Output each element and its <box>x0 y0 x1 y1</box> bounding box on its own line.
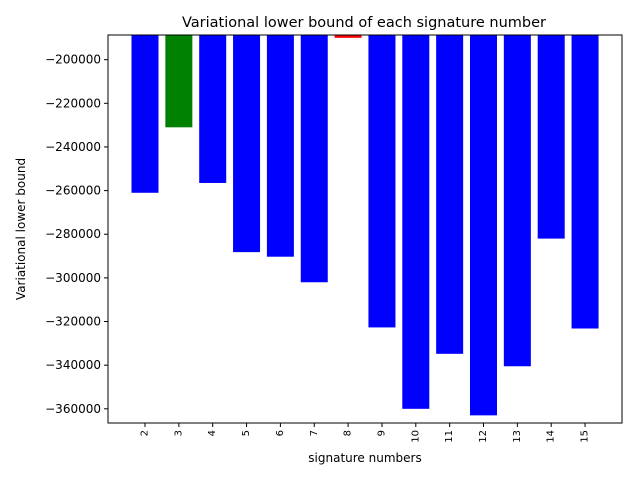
bar-3 <box>165 35 193 128</box>
x-axis: 2 3 4 5 6 7 8 9 10 11 12 13 14 15 <box>140 423 591 443</box>
bar-11 <box>436 35 464 354</box>
x-tick-label-11: 11 <box>444 430 455 443</box>
y-tick-label: −220000 <box>45 96 101 110</box>
bar-13 <box>503 35 531 367</box>
x-tick-label-7: 7 <box>309 430 320 436</box>
bar-4 <box>199 35 227 183</box>
bar-5 <box>233 35 261 253</box>
bar-2 <box>131 35 159 193</box>
x-tick-label-6: 6 <box>275 430 286 436</box>
x-tick-label-13: 13 <box>512 430 523 443</box>
y-axis: −200000 −220000 −240000 −260000 −280000 −3000… <box>45 53 108 416</box>
y-tick-label: −200000 <box>45 53 101 67</box>
x-tick-label-10: 10 <box>410 430 421 443</box>
y-tick-label: −360000 <box>45 402 101 416</box>
bar-14 <box>537 35 565 239</box>
bar-8 <box>334 35 362 38</box>
x-axis-label: signature numbers <box>308 451 421 465</box>
bars-group <box>131 35 599 416</box>
y-tick-label: −240000 <box>45 140 101 154</box>
y-axis-label: Variational lower bound <box>14 158 28 300</box>
x-tick-label-9: 9 <box>376 430 387 436</box>
x-tick-label-15: 15 <box>580 430 591 443</box>
x-tick-label-12: 12 <box>478 430 489 443</box>
y-tick-label: −320000 <box>45 315 101 329</box>
x-tick-label-8: 8 <box>343 430 354 436</box>
y-tick-label: −280000 <box>45 227 101 241</box>
plot-frame <box>107 34 623 424</box>
bar-15 <box>571 35 599 329</box>
bar-10 <box>402 35 430 409</box>
y-tick-label: −300000 <box>45 271 101 285</box>
x-tick-label-14: 14 <box>546 430 557 443</box>
x-tick-label-5: 5 <box>241 430 252 436</box>
x-tick-label-3: 3 <box>173 430 184 436</box>
y-tick-label: −260000 <box>45 184 101 198</box>
bar-12 <box>470 35 497 416</box>
bar-6 <box>266 35 294 257</box>
x-tick-label-2: 2 <box>140 430 151 436</box>
x-tick-label-4: 4 <box>207 430 218 436</box>
chart-title: Variational lower bound of each signatur… <box>182 15 546 31</box>
y-tick-label: −340000 <box>45 358 101 372</box>
bar-7 <box>300 35 328 283</box>
bar-9 <box>368 35 396 328</box>
